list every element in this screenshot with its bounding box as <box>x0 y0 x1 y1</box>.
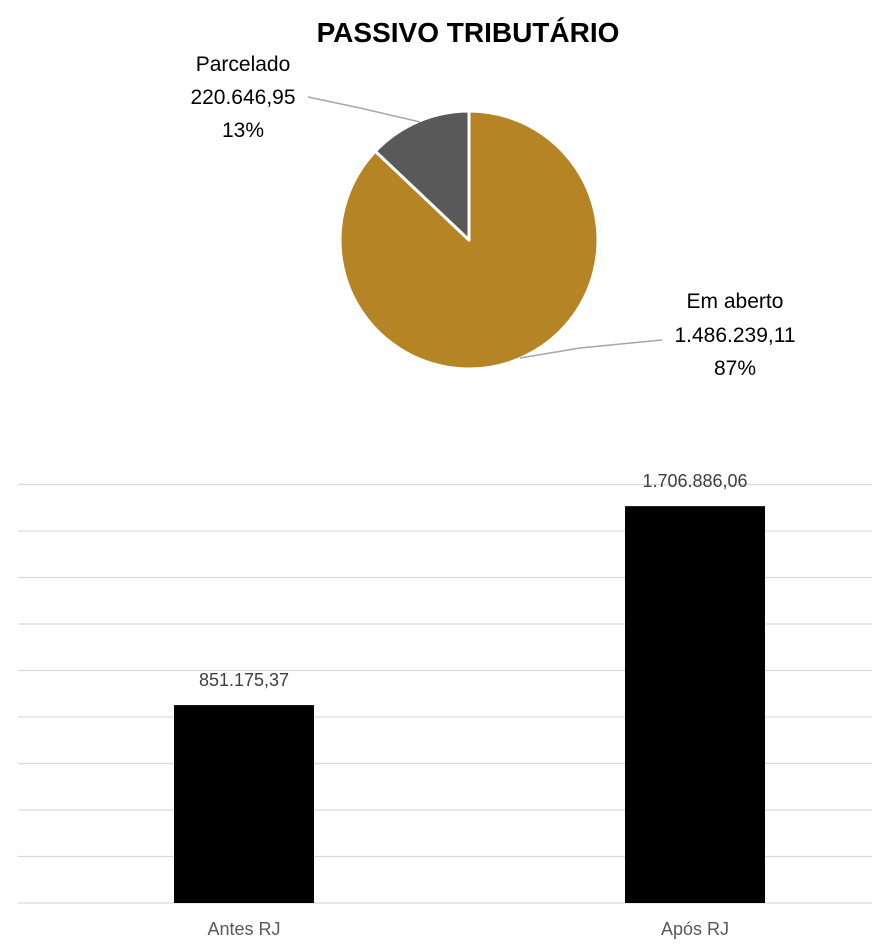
chart-title: PASSIVO TRIBUTÁRIO <box>317 17 620 48</box>
bar-value-label-antes-rj: 851.175,37 <box>199 670 289 690</box>
leader-line-em-aberto <box>519 339 663 359</box>
slice-label-em-aberto-value: 1.486.239,11 <box>674 324 795 347</box>
slice-label-parcelado-percent: 13% <box>222 119 264 142</box>
bar-value-label-apos-rj: 1.706.886,06 <box>642 471 747 491</box>
bar-chart <box>174 506 765 903</box>
category-label-apos-rj: Após RJ <box>661 919 729 939</box>
bar-antes-rj <box>174 705 314 903</box>
slice-label-parcelado-value: 220.646,95 <box>190 86 295 109</box>
bar-apos-rj <box>625 506 765 903</box>
leader-line-parcelado <box>307 96 421 123</box>
pie-chart <box>338 109 600 371</box>
slice-label-em-aberto-name: Em aberto <box>687 290 784 313</box>
slice-label-parcelado-name: Parcelado <box>196 53 291 76</box>
slice-label-em-aberto-percent: 87% <box>714 357 756 380</box>
category-label-antes-rj: Antes RJ <box>207 919 280 939</box>
